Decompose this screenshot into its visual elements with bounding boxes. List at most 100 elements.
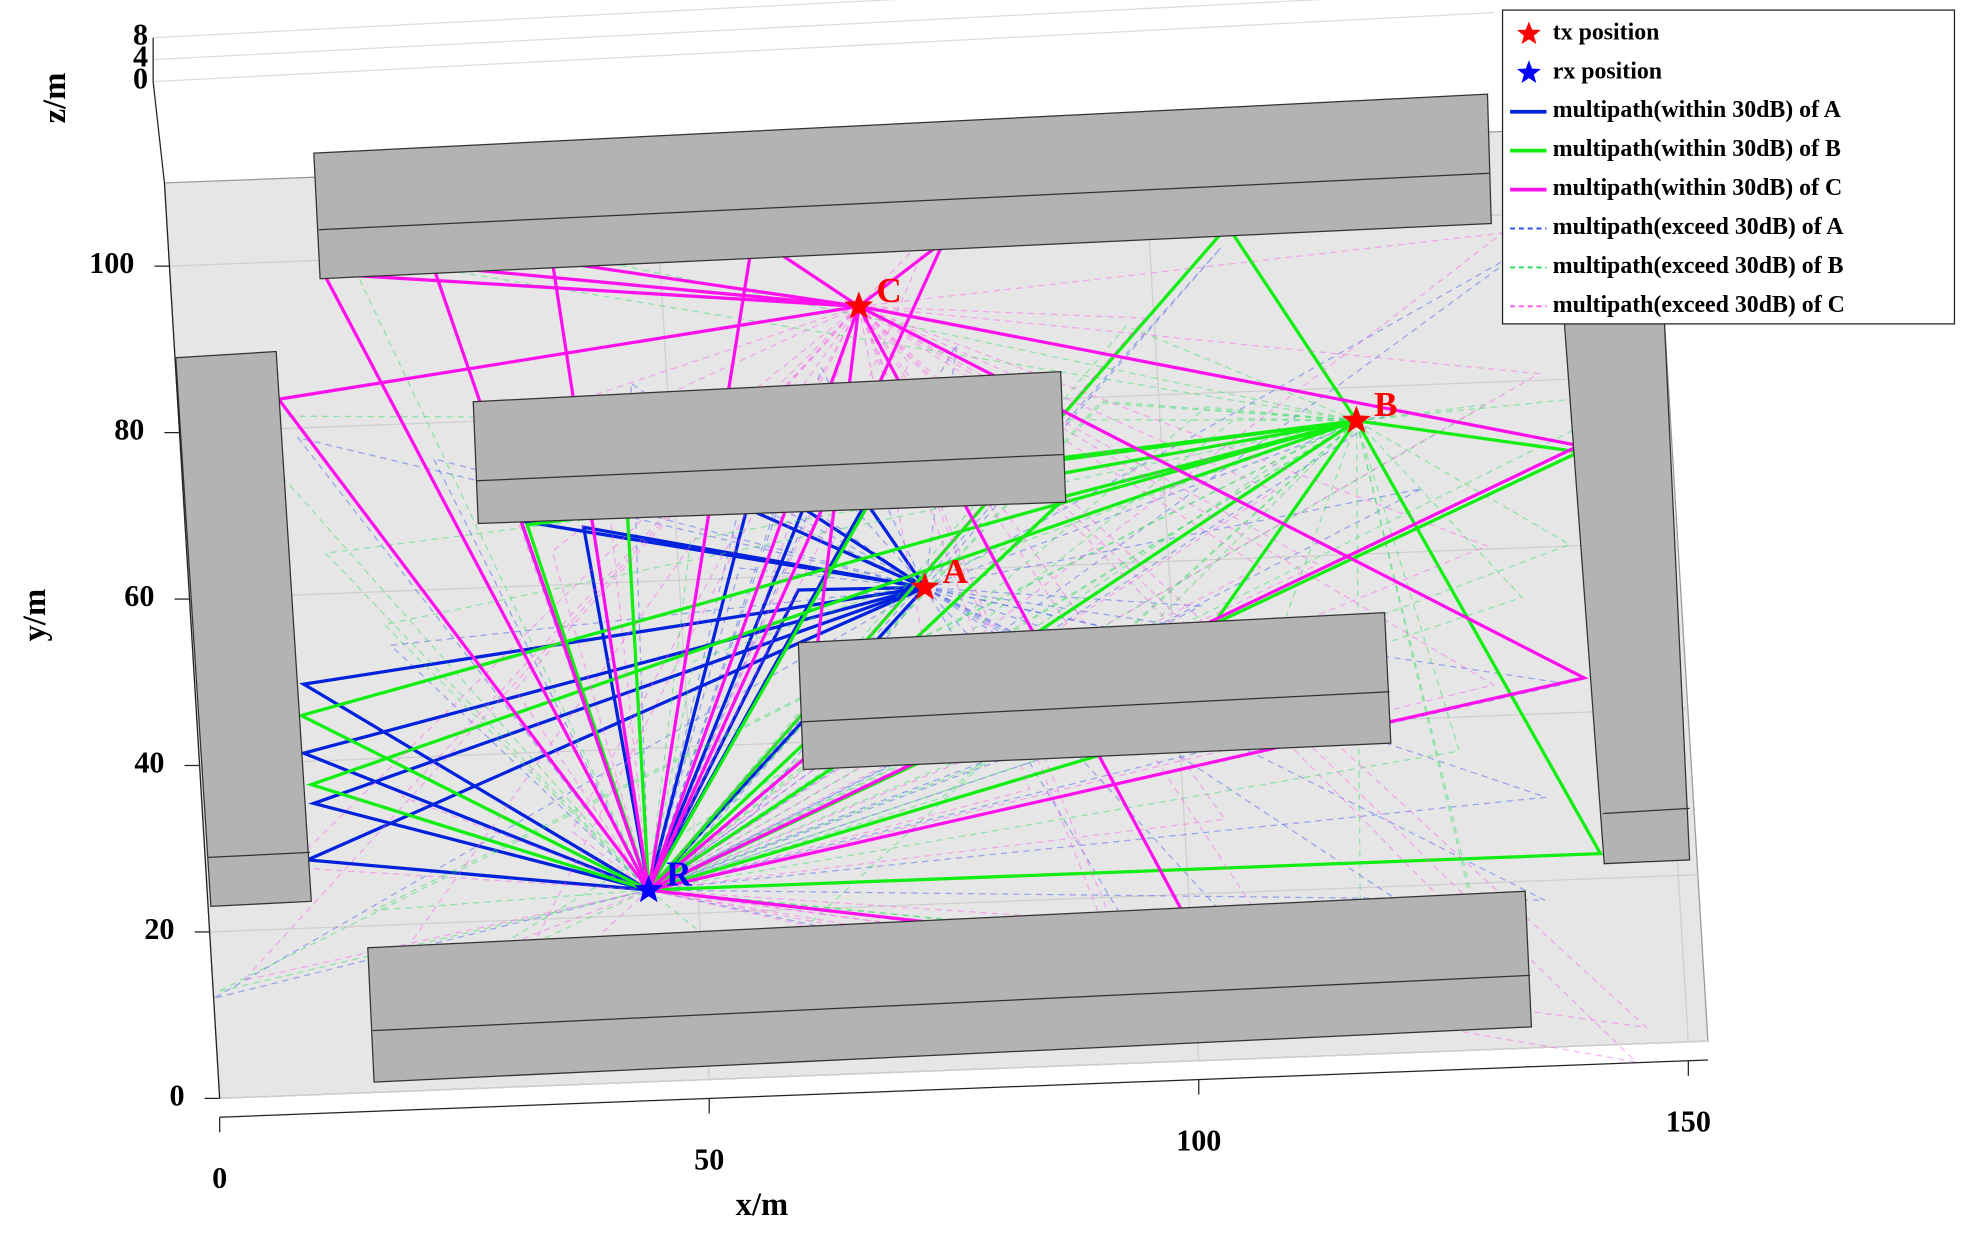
- grid-line: [219, 1040, 1708, 1100]
- weak-ray: [648, 305, 1489, 891]
- legend-label: tx position: [1553, 19, 1660, 45]
- legend-label: multipath(exceed 30dB) of A: [1553, 214, 1845, 240]
- weak-ray: [648, 445, 926, 891]
- weak-ray: [648, 406, 1357, 891]
- weak-ray: [648, 305, 911, 891]
- position-label: A: [942, 552, 968, 591]
- y-tick-label: 60: [124, 579, 154, 613]
- position-label: B: [1374, 385, 1397, 424]
- x-tick-label: 50: [694, 1142, 724, 1176]
- y-axis-label: y/m: [17, 589, 53, 642]
- legend-label: multipath(within 30dB) of C: [1553, 175, 1842, 201]
- z-axis-line: [152, 81, 166, 184]
- weak-ray: [373, 420, 1357, 912]
- weak-ray: [648, 305, 1496, 891]
- weak-ray: [648, 420, 1357, 891]
- y-tick-label: 20: [144, 912, 174, 946]
- weak-ray: [648, 366, 926, 891]
- weak-ray: [648, 586, 1203, 891]
- building-edge: [1602, 807, 1690, 815]
- building: [367, 890, 1533, 1083]
- weak-ray: [648, 420, 1524, 891]
- strong-ray: [299, 585, 926, 892]
- legend-label: multipath(within 30dB) of B: [1553, 136, 1841, 162]
- grid-line: [153, 0, 1324, 61]
- x-tick-label: 0: [212, 1161, 227, 1195]
- x-tick-label: 150: [1666, 1105, 1711, 1139]
- y-axis-line: [163, 182, 221, 1099]
- weak-ray: [484, 306, 860, 1041]
- position-marker: [634, 874, 664, 903]
- buildings: [175, 93, 1691, 1083]
- weak-ray: [241, 305, 860, 982]
- building: [472, 370, 1067, 525]
- building-edge: [476, 453, 1065, 482]
- x-axis-line: [219, 1059, 1708, 1118]
- weak-ray: [648, 586, 1269, 891]
- building: [175, 350, 312, 907]
- position-label: R: [666, 855, 692, 894]
- strong-ray: [581, 525, 926, 891]
- strong-ray: [647, 585, 925, 891]
- strong-ray: [296, 419, 1357, 892]
- weak-ray: [648, 586, 1145, 891]
- weak-ray: [648, 400, 1357, 891]
- position-marker: [1342, 405, 1371, 433]
- weak-ray: [296, 436, 926, 891]
- weak-ray: [648, 306, 1227, 891]
- weak-ray: [432, 457, 926, 891]
- z-tick-label: 0: [133, 62, 148, 96]
- legend-label: rx position: [1553, 58, 1662, 84]
- weak-ray: [648, 567, 925, 891]
- building-edge: [372, 974, 1531, 1032]
- markers: A B C R: [634, 271, 1397, 903]
- building-edge: [318, 172, 1491, 231]
- legend-marker: [1516, 60, 1541, 84]
- grid-line: [209, 874, 1698, 933]
- building: [797, 611, 1392, 771]
- y-tick-label: 100: [89, 246, 134, 280]
- weak-ray: [551, 305, 860, 891]
- x-tick-label: 100: [1176, 1123, 1221, 1157]
- x-axis-label: x/m: [736, 1187, 789, 1223]
- building: [313, 93, 1492, 280]
- weak-ray: [648, 420, 1461, 891]
- grid-line: [653, 164, 710, 1080]
- z-tick-label: 8: [133, 18, 148, 52]
- weak-ray: [287, 305, 860, 891]
- legend-label: multipath(exceed 30dB) of C: [1553, 292, 1845, 318]
- y-tick-label: 0: [169, 1078, 184, 1112]
- position-label: C: [876, 271, 901, 310]
- y-tick-label: 80: [114, 413, 144, 447]
- weak-ray: [401, 305, 860, 891]
- weak-ray: [648, 420, 1357, 891]
- legend: tx position rx position multipath(within 3…: [1501, 9, 1956, 325]
- strong-ray: [648, 419, 1604, 892]
- legend-marker: [1516, 21, 1541, 45]
- legend-label: multipath(exceed 30dB) of B: [1553, 253, 1844, 279]
- weak-ray: [370, 306, 860, 999]
- position-marker: [910, 572, 940, 600]
- z-tick-label: 4: [133, 40, 148, 74]
- legend-label: multipath(within 30dB) of A: [1553, 97, 1842, 123]
- strong-ray: [648, 304, 1589, 892]
- weak-ray: [213, 586, 926, 999]
- weak-ray: [324, 420, 1357, 891]
- weak-ray: [648, 420, 1362, 962]
- weak-ray: [648, 305, 1649, 1029]
- building-edge: [208, 851, 311, 859]
- building-edge: [802, 691, 1390, 723]
- weak-ray: [597, 305, 860, 891]
- legend-box: [1501, 9, 1956, 325]
- position-marker: [844, 291, 874, 319]
- strong-ray: [647, 419, 1357, 892]
- weak-ray: [648, 586, 1567, 891]
- z-axis-label: z/m: [37, 73, 73, 124]
- y-tick-label: 40: [134, 745, 164, 779]
- grid-line: [153, 0, 898, 39]
- strong-ray: [308, 585, 926, 892]
- strong-ray: [306, 419, 1357, 892]
